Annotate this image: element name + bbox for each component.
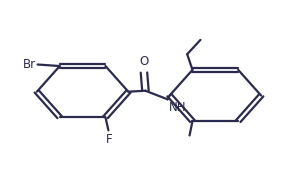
- Text: Br: Br: [23, 58, 37, 71]
- Text: F: F: [106, 133, 112, 146]
- Text: O: O: [139, 55, 149, 68]
- Text: NH: NH: [169, 101, 186, 114]
